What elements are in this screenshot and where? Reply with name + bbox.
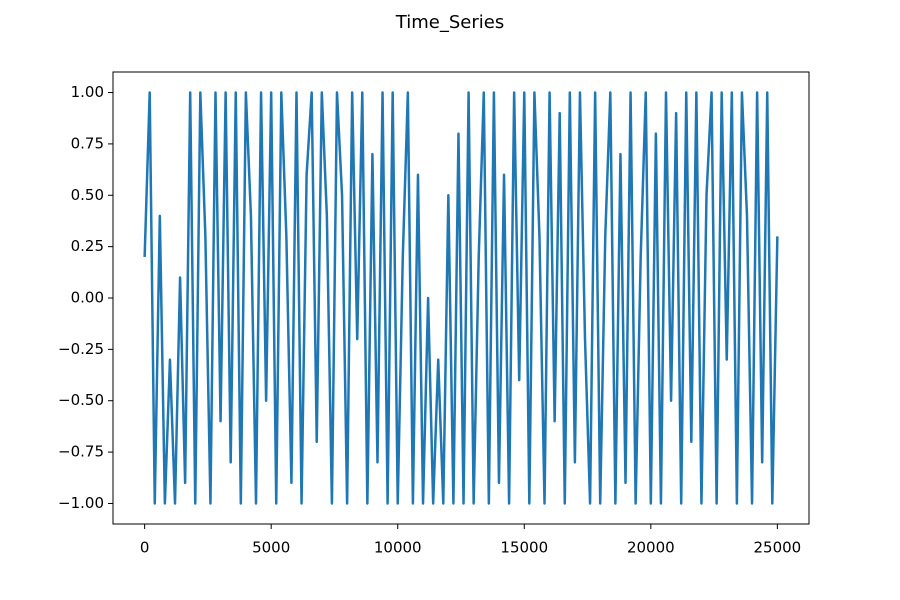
- data-line: [143, 91, 779, 505]
- y-tick-label: −0.50: [58, 391, 104, 409]
- y-tick-label: 0.25: [71, 237, 104, 255]
- y-tick-label: 1.00: [71, 83, 104, 101]
- x-tick-label: 0: [140, 539, 150, 557]
- y-tick-label: −1.00: [58, 494, 104, 512]
- y-tick-label: 0.75: [71, 134, 104, 152]
- x-tick-label: 15000: [500, 539, 548, 557]
- y-tick-label: −0.25: [58, 340, 104, 358]
- y-tick-label: 0.00: [71, 289, 104, 307]
- chart-title: Time_Series: [395, 12, 504, 33]
- y-tick-label: −0.75: [58, 443, 104, 461]
- x-tick-label: 10000: [374, 539, 422, 557]
- x-tick-label: 20000: [627, 539, 675, 557]
- y-tick-label: 0.50: [71, 186, 104, 204]
- x-tick-label: 5000: [252, 539, 290, 557]
- x-tick-label: 25000: [754, 539, 802, 557]
